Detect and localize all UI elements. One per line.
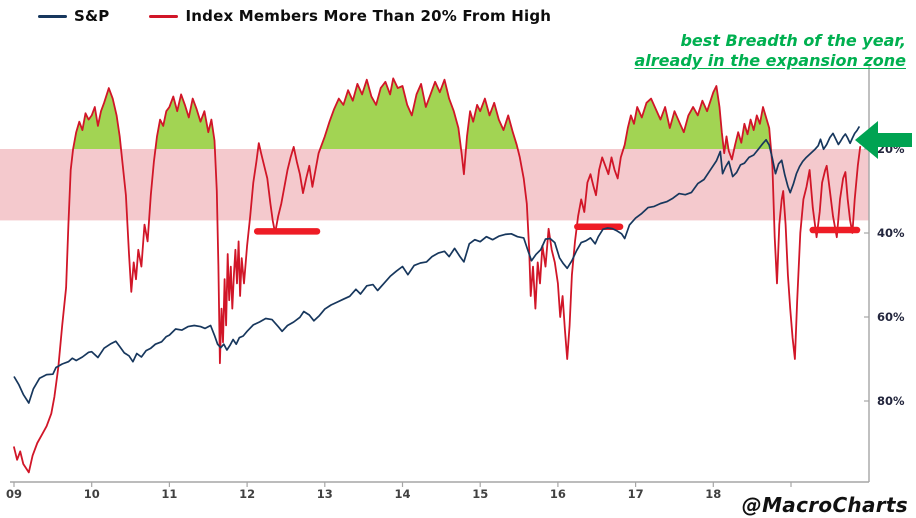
annotation-line1: best Breadth of the year,: [680, 31, 906, 50]
x-tick-label: 17: [628, 487, 644, 501]
legend-item-breadth: Index Members More Than 20% From High: [149, 7, 551, 25]
legend-label-breadth: Index Members More Than 20% From High: [185, 7, 552, 25]
x-tick-label: 10: [84, 487, 100, 501]
x-tick-label: 18: [705, 487, 721, 501]
green-left-arrow-icon: [855, 121, 912, 159]
legend-item-sp: S&P: [38, 7, 109, 25]
breadth-line: [13, 77, 862, 474]
x-tick-label: 12: [239, 487, 255, 501]
breadth-line-swatch: [149, 14, 179, 18]
x-tick-label: 11: [161, 487, 177, 501]
legend-label-sp: S&P: [74, 7, 110, 25]
x-tick-label: 15: [472, 487, 488, 501]
watermark: @MacroCharts: [741, 493, 908, 517]
sp-line: [13, 125, 861, 404]
sp-line-swatch: [38, 14, 67, 18]
y-tick-label: 60%: [877, 310, 905, 324]
annotation-best-breadth: best Breadth of the year, already in the…: [635, 31, 907, 71]
annotation-line2: already in the expansion zone: [634, 51, 907, 70]
x-tick-label: 14: [394, 487, 410, 501]
y-tick-label: 40%: [877, 226, 905, 240]
legend: S&P Index Members More Than 20% From Hig…: [38, 7, 551, 25]
x-tick-label: 13: [317, 487, 333, 501]
x-tick-label: 16: [550, 487, 566, 501]
expansion-zone-fill: [14, 78, 861, 149]
x-tick-label: 09: [6, 487, 22, 501]
y-tick-label: 80%: [877, 394, 905, 408]
drawdown-band: [0, 149, 869, 221]
